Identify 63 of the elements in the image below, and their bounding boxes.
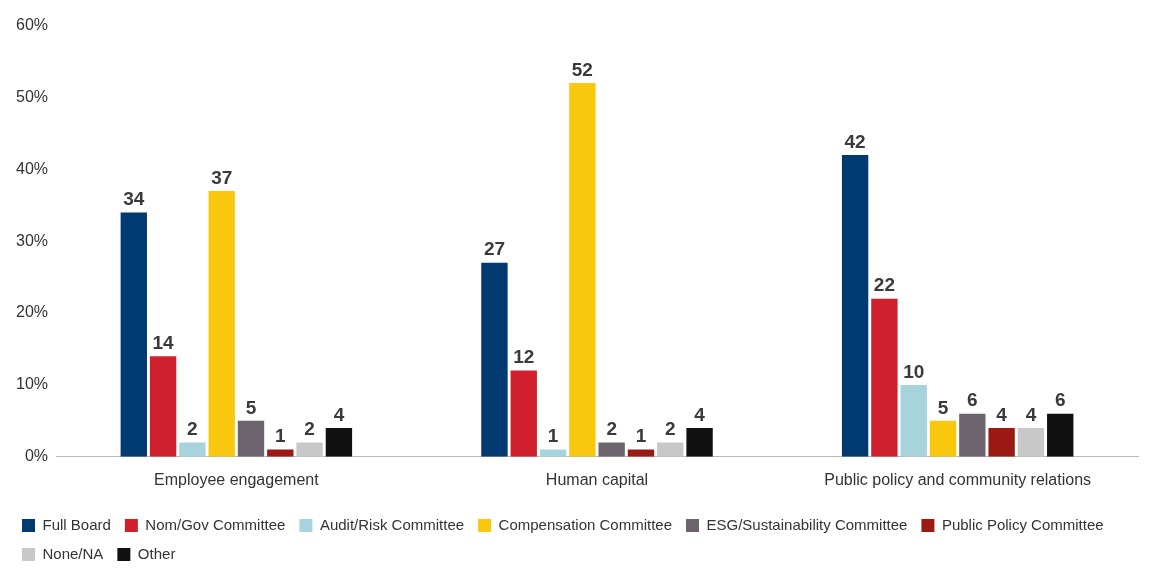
data-label: 5 — [245, 396, 257, 418]
bar — [959, 413, 986, 457]
legend-label: Public Policy Committee — [941, 515, 1104, 533]
data-label: 6 — [967, 389, 978, 411]
y-tick-label: 10% — [15, 375, 49, 393]
data-label: 1 — [275, 425, 287, 447]
bar — [325, 428, 353, 457]
bar — [237, 420, 265, 457]
bar — [871, 298, 898, 457]
legend-label: Compensation Committee — [498, 515, 673, 533]
data-label: 37 — [211, 166, 233, 188]
data-label: 27 — [483, 238, 506, 260]
x-tick-label: Public policy and community relations — [824, 470, 1092, 488]
data-label: 4 — [996, 403, 1008, 425]
bar — [841, 154, 869, 457]
y-tick-label: 40% — [15, 159, 49, 177]
legend-label: None/NA — [42, 544, 104, 562]
y-tick-label: 30% — [15, 231, 49, 249]
data-label: 2 — [664, 418, 676, 440]
bar — [1017, 428, 1045, 457]
bar — [481, 262, 508, 457]
data-label: 2 — [187, 418, 198, 440]
x-tick-label: Employee engagement — [154, 470, 320, 488]
y-tick-label: 60% — [15, 16, 49, 34]
data-label: 10 — [903, 360, 925, 382]
y-tick-label: 50% — [15, 87, 49, 105]
legend-label: Nom/Gov Committee — [145, 515, 286, 533]
y-tick-label: 20% — [15, 303, 49, 321]
data-label: 2 — [304, 418, 315, 440]
data-label: 22 — [873, 274, 895, 296]
data-label: 6 — [1054, 389, 1066, 411]
bar — [686, 428, 713, 457]
legend-label: Full Board — [42, 515, 111, 533]
y-tick-label: 0% — [24, 447, 49, 465]
bar — [120, 212, 147, 457]
bar — [149, 356, 177, 457]
data-label: 4 — [333, 403, 345, 425]
bar — [296, 442, 323, 457]
bar — [569, 83, 596, 457]
bar — [208, 190, 235, 457]
bar — [1047, 413, 1074, 457]
bar — [929, 420, 957, 457]
bar — [510, 370, 537, 457]
data-label: 34 — [123, 188, 145, 210]
legend-label: Other — [137, 544, 176, 562]
bar — [900, 384, 927, 457]
data-label: 52 — [571, 58, 593, 80]
legend-label: ESG/Sustainability Committee — [706, 515, 908, 533]
data-label: 5 — [937, 396, 949, 418]
data-label: 4 — [694, 403, 706, 425]
data-label: 4 — [1025, 403, 1037, 425]
bar — [598, 442, 625, 457]
legend-label: Audit/Risk Committee — [319, 515, 465, 533]
data-label: 1 — [547, 425, 559, 447]
bar — [657, 442, 684, 457]
x-tick-label: Human capital — [545, 470, 649, 488]
data-label: 2 — [606, 418, 617, 440]
data-label: 42 — [844, 130, 866, 152]
data-label: 1 — [635, 425, 647, 447]
data-label: 12 — [513, 346, 535, 368]
data-label: 14 — [152, 331, 175, 353]
bar — [179, 442, 206, 457]
bar — [988, 428, 1015, 457]
